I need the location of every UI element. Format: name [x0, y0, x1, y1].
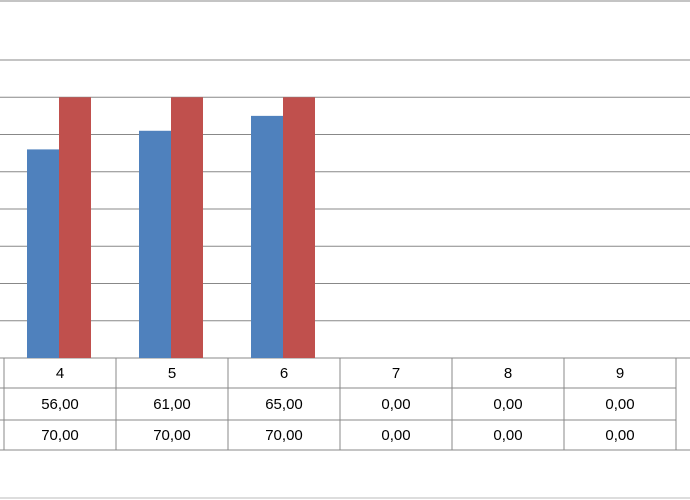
- data-table-value: 0,00: [605, 427, 634, 444]
- data-table-value: 56,00: [41, 396, 79, 413]
- data-table-value: 70,00: [265, 427, 303, 444]
- category-label: 7: [392, 365, 400, 382]
- category-label: 4: [56, 365, 64, 382]
- data-table-value: 70,00: [41, 427, 79, 444]
- category-label: 5: [168, 365, 176, 382]
- data-table-value: 0,00: [605, 396, 634, 413]
- bar: [251, 115, 283, 358]
- bar: [27, 149, 59, 358]
- bar: [139, 130, 171, 358]
- data-table-value: 0,00: [381, 396, 410, 413]
- data-table-value: 70,00: [153, 427, 191, 444]
- data-table-value: 65,00: [265, 396, 303, 413]
- data-table-value: 61,00: [153, 396, 191, 413]
- bar: [59, 97, 91, 358]
- category-label: 6: [280, 365, 288, 382]
- bar: [283, 97, 315, 358]
- data-table-value: 0,00: [493, 396, 522, 413]
- category-label: 8: [504, 365, 512, 382]
- data-table-value: 0,00: [381, 427, 410, 444]
- data-table-value: 0,00: [493, 427, 522, 444]
- bar: [171, 97, 203, 358]
- category-label: 9: [616, 365, 624, 382]
